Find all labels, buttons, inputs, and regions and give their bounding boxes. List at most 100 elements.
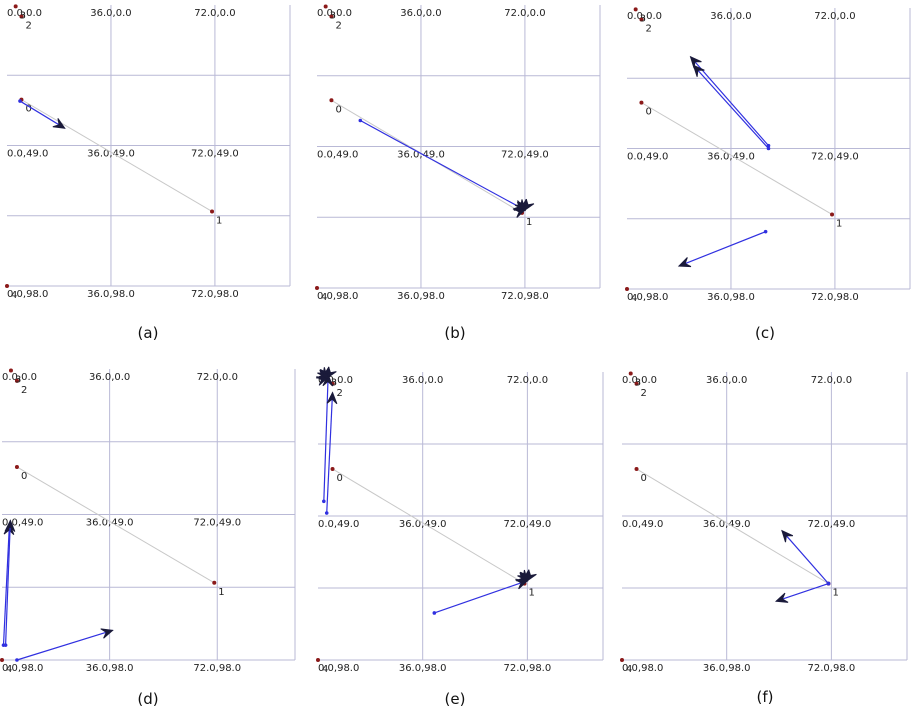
node-2-label: 2: [335, 21, 341, 32]
node-3-label: 3: [330, 10, 336, 21]
coord-label: 72.0,49.0: [191, 149, 239, 160]
coord-label: 72.0,49.0: [504, 519, 552, 530]
node-0-marker: [329, 98, 334, 103]
vector-line: [781, 530, 829, 584]
node-4-marker: [625, 287, 629, 291]
node-3-marker: [13, 4, 18, 9]
coord-label: 0.0,98.0: [7, 289, 48, 300]
vector-origin: [3, 643, 8, 647]
coord-label: 72.0,0.0: [507, 375, 548, 386]
vector-origin: [15, 658, 19, 662]
coord-label: 36.0,98.0: [87, 289, 135, 300]
coord-label: 0.0,49.0: [317, 150, 358, 161]
cluster-arrowhead: [517, 569, 529, 582]
vector-line: [690, 56, 769, 147]
vector-line: [326, 392, 334, 514]
node-2-label: 2: [645, 23, 651, 34]
node-1-label: 1: [832, 588, 838, 599]
node-2-label: 2: [25, 20, 31, 31]
vector-origin: [324, 511, 329, 515]
vector-arrowhead: [326, 391, 338, 405]
coord-label: 36.0,0.0: [400, 8, 441, 19]
coord-label: 72.0,49.0: [193, 518, 241, 529]
node-3-label: 3: [331, 377, 337, 388]
node-4-label: 4: [626, 664, 632, 675]
trajectory-line: [332, 468, 525, 585]
panel-e: 0.0,0.0 36.0,0.0 72.0,0.0 0.0,49.0 36.0,49.0…: [316, 366, 604, 708]
coord-label: 72.0,0.0: [194, 8, 235, 19]
node-2-marker: [14, 378, 19, 383]
node-1-label: 1: [528, 588, 534, 599]
trajectory-line: [16, 466, 215, 584]
panel-caption: (f): [757, 688, 774, 706]
node-0-label: 0: [641, 473, 647, 484]
coord-label: 36.0,0.0: [90, 8, 131, 19]
vector-arrowhead: [322, 373, 334, 387]
coord-label: 36.0,0.0: [89, 372, 130, 383]
node-3-marker: [633, 7, 638, 12]
coord-label: 0.0,49.0: [7, 149, 48, 160]
cluster-arrowhead: [513, 208, 527, 218]
coord-label: 36.0,98.0: [703, 663, 751, 674]
coord-label: 0.0,0.0: [318, 375, 353, 386]
node-0-marker: [330, 466, 335, 471]
panel-caption: (e): [445, 690, 466, 708]
coord-label: 0.0,98.0: [627, 292, 668, 303]
coord-label: 72.0,0.0: [814, 11, 855, 22]
vector-origin: [432, 611, 437, 615]
coord-label: 36.0,49.0: [703, 519, 751, 530]
node-0-label: 0: [337, 473, 343, 484]
node-3-label: 3: [20, 10, 26, 21]
node-4-marker: [316, 658, 320, 662]
vector-origin: [763, 229, 768, 234]
node-0-marker: [14, 464, 19, 469]
coord-label: 72.0,98.0: [501, 291, 549, 302]
coord-label: 36.0,0.0: [402, 375, 443, 386]
coord-label: 0.0,98.0: [2, 663, 43, 674]
coord-label: 0.0,0.0: [317, 8, 352, 19]
vector-line: [323, 374, 329, 502]
vector-line: [4, 520, 11, 646]
panel-a: 0.0,0.0 36.0,0.0 72.0,0.0 0.0,49.0 36.0,49.0…: [5, 4, 291, 342]
coord-label: 36.0,98.0: [397, 291, 445, 302]
coord-label: 0.0,49.0: [622, 519, 663, 530]
vector-arrowhead: [4, 519, 16, 532]
coord-label: 72.0,98.0: [191, 289, 239, 300]
vector-origin: [766, 143, 771, 148]
vector-arrowhead: [774, 592, 789, 603]
panel-d: 0.0,0.0 36.0,0.0 72.0,0.0 0.0,49.0 36.0,49.0…: [0, 368, 296, 708]
node-2-marker: [634, 381, 639, 386]
node-4-marker: [315, 286, 319, 290]
coord-label: 36.0,0.0: [706, 375, 747, 386]
node-3-marker: [628, 371, 633, 376]
coord-label: 36.0,98.0: [707, 292, 755, 303]
panel-c: 0.0,0.0 36.0,0.0 72.0,0.0 0.0,49.0 36.0,49.0…: [625, 7, 911, 342]
cluster-arrowhead: [326, 366, 337, 379]
node-4-marker: [5, 284, 9, 288]
node-2-marker: [329, 14, 334, 19]
panel-caption: (a): [138, 324, 159, 342]
trajectory-line: [636, 468, 829, 585]
vector-origin: [358, 118, 363, 123]
vector-line: [16, 629, 113, 661]
coord-label: 0.0,0.0: [2, 372, 37, 383]
node-2-label: 2: [21, 385, 27, 396]
vector-origin: [766, 146, 771, 151]
node-0-label: 0: [645, 107, 651, 118]
coord-label: 72.0,0.0: [811, 375, 852, 386]
vector-arrowhead: [781, 529, 794, 543]
node-4-label: 4: [322, 664, 328, 675]
coord-label: 0.0,0.0: [7, 8, 42, 19]
coord-label: 0.0,98.0: [317, 291, 358, 302]
coord-label: 36.0,49.0: [707, 152, 755, 163]
node-2-label: 2: [641, 388, 647, 399]
coord-label: 36.0,49.0: [399, 519, 447, 530]
coord-label: 0.0,49.0: [318, 519, 359, 530]
coord-label: 0.0,98.0: [318, 663, 359, 674]
node-0-label: 0: [25, 104, 31, 115]
node-2-marker: [639, 17, 644, 22]
coord-label: 36.0,49.0: [86, 518, 134, 529]
node-2-label: 2: [337, 388, 343, 399]
node-4-label: 4: [631, 293, 637, 304]
node-3-label: 3: [635, 377, 641, 388]
